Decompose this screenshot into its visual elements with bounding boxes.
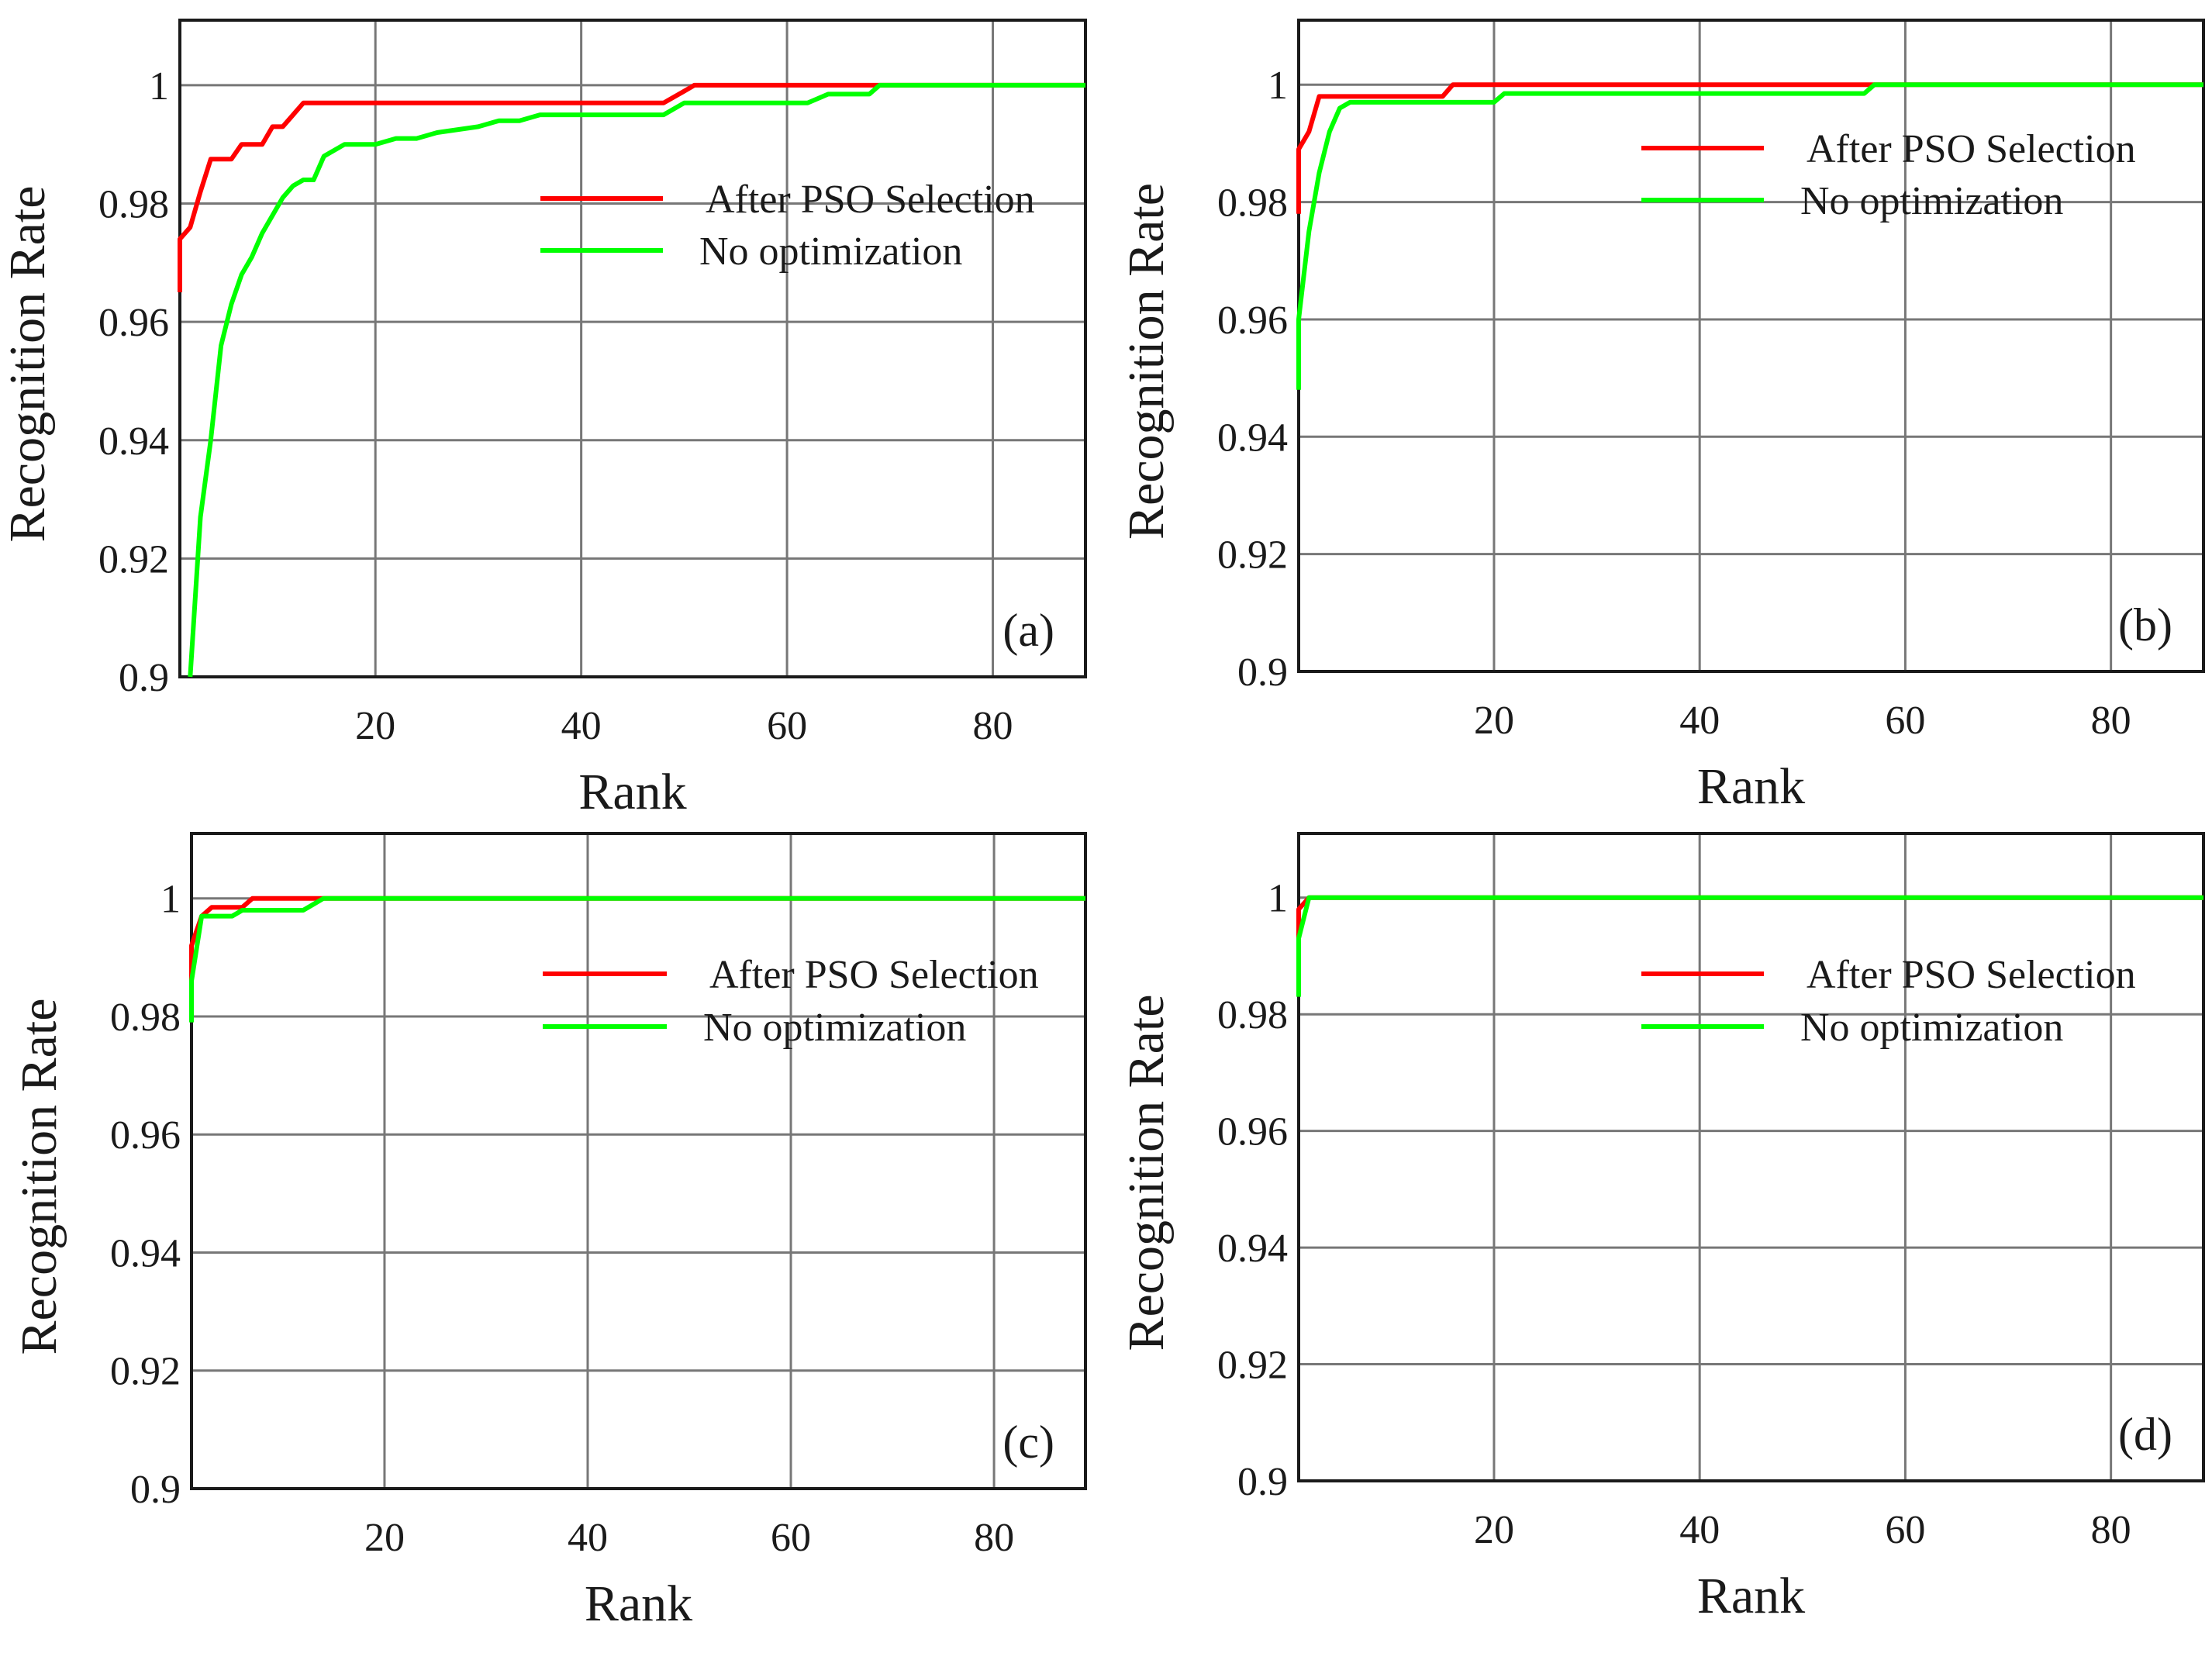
y-tick-label: 0.96 [98, 301, 169, 345]
legend-label-after-pso: After PSO Selection [1807, 127, 2136, 171]
series-line-no-optimization [1296, 895, 2203, 997]
y-tick-label: 0.92 [1217, 533, 1288, 578]
y-tick-label: 1 [1268, 877, 1288, 921]
x-axis-label: Rank [1697, 1568, 1805, 1624]
y-tick-label: 0.98 [110, 996, 181, 1040]
series-line-no-optimization [188, 82, 1085, 678]
series-line-no-optimization [1296, 82, 2203, 390]
y-tick-label: 1 [160, 878, 181, 922]
legend-label-no-optimization: No optimization [703, 1006, 966, 1050]
panel-label: (b) [2118, 599, 2172, 651]
x-tick-label: 60 [767, 704, 807, 748]
legend-label-after-pso: After PSO Selection [1807, 953, 2136, 997]
chart-panel-c: 0.9 0.92 0.94 0.96 0.98 1 20 40 60 80 Rank Recognit… [11, 832, 1087, 1632]
x-axis-label: Rank [1697, 758, 1805, 815]
y-tick-label: 1 [149, 64, 169, 109]
series-line-after-pso [1296, 895, 2203, 939]
chart-panel-b: 0.9 0.92 0.94 0.96 0.98 1 20 40 60 80 Rank Recognit… [1118, 19, 2205, 815]
y-tick-label: 0.9 [1237, 1460, 1288, 1504]
series-line-after-pso [1296, 82, 2203, 214]
y-axis-label: Recognition Rate [1118, 994, 1175, 1351]
x-tick-label: 20 [355, 704, 395, 748]
panel-label: (c) [1002, 1417, 1054, 1468]
panel-label: (d) [2118, 1409, 2172, 1460]
y-tick-label: 0.96 [110, 1113, 181, 1158]
legend-label-no-optimization: No optimization [1800, 179, 2063, 223]
x-tick-label: 20 [1474, 1508, 1514, 1552]
x-axis-label: Rank [585, 1575, 692, 1632]
y-tick-label: 1 [1268, 64, 1288, 108]
x-tick-label: 80 [974, 1516, 1014, 1560]
y-axis-label: Recognition Rate [1118, 183, 1175, 540]
y-tick-label: 0.92 [110, 1350, 181, 1394]
x-tick-label: 20 [1474, 699, 1514, 743]
panel-label: (a) [1002, 605, 1054, 656]
x-tick-label: 20 [364, 1516, 405, 1560]
y-tick-label: 0.9 [119, 656, 169, 700]
y-tick-label: 0.98 [1217, 181, 1288, 226]
plot-frame [1297, 832, 2205, 1482]
x-tick-label: 60 [1885, 1508, 1925, 1552]
y-tick-label: 0.94 [98, 419, 169, 464]
y-tick-label: 0.94 [1217, 1227, 1288, 1271]
chart-panel-a: 0.9 0.92 0.94 0.96 0.98 1 20 40 60 80 Rank Recognit… [0, 19, 1087, 820]
y-tick-label: 0.98 [1217, 993, 1288, 1037]
y-tick-label: 0.92 [1217, 1344, 1288, 1388]
legend-label-no-optimization: No optimization [1800, 1006, 2063, 1050]
x-tick-label: 60 [1885, 699, 1925, 743]
x-tick-label: 40 [561, 704, 602, 748]
y-tick-label: 0.96 [1217, 299, 1288, 343]
legend: After PSO Selection No optimization [1641, 953, 2136, 1050]
legend: After PSO Selection No optimization [540, 178, 1035, 274]
legend: After PSO Selection No optimization [1641, 127, 2136, 223]
y-tick-label: 0.94 [110, 1231, 181, 1275]
chart-panel-d: 0.9 0.92 0.94 0.96 0.98 1 20 40 60 80 Rank Recognit… [1118, 832, 2205, 1624]
x-axis-label: Rank [578, 764, 686, 820]
legend-label-no-optimization: No optimization [699, 229, 962, 274]
legend-label-after-pso: After PSO Selection [709, 953, 1039, 997]
y-tick-label: 0.92 [98, 537, 169, 581]
legend: After PSO Selection No optimization [543, 953, 1039, 1050]
y-tick-label: 0.96 [1217, 1110, 1288, 1154]
y-axis-label: Recognition Rate [11, 998, 67, 1354]
x-tick-label: 80 [2091, 699, 2131, 743]
y-axis-label: Recognition Rate [0, 185, 56, 542]
plot-frame [178, 19, 1087, 678]
legend-label-after-pso: After PSO Selection [706, 178, 1035, 222]
y-tick-label: 0.9 [1237, 651, 1288, 695]
x-tick-label: 40 [1679, 1508, 1720, 1552]
y-tick-label: 0.94 [1217, 416, 1288, 460]
series-line-after-pso [189, 896, 1085, 982]
series-line-no-optimization [189, 896, 1085, 1023]
x-tick-label: 80 [973, 704, 1013, 748]
x-tick-label: 80 [2091, 1508, 2131, 1552]
series-line-after-pso [178, 82, 1085, 292]
x-tick-label: 60 [771, 1516, 811, 1560]
plot-frame [190, 832, 1087, 1490]
x-tick-label: 40 [1679, 699, 1720, 743]
y-tick-label: 0.98 [98, 183, 169, 227]
y-tick-label: 0.9 [130, 1468, 181, 1512]
x-tick-label: 40 [568, 1516, 608, 1560]
plot-frame [1297, 19, 2205, 673]
